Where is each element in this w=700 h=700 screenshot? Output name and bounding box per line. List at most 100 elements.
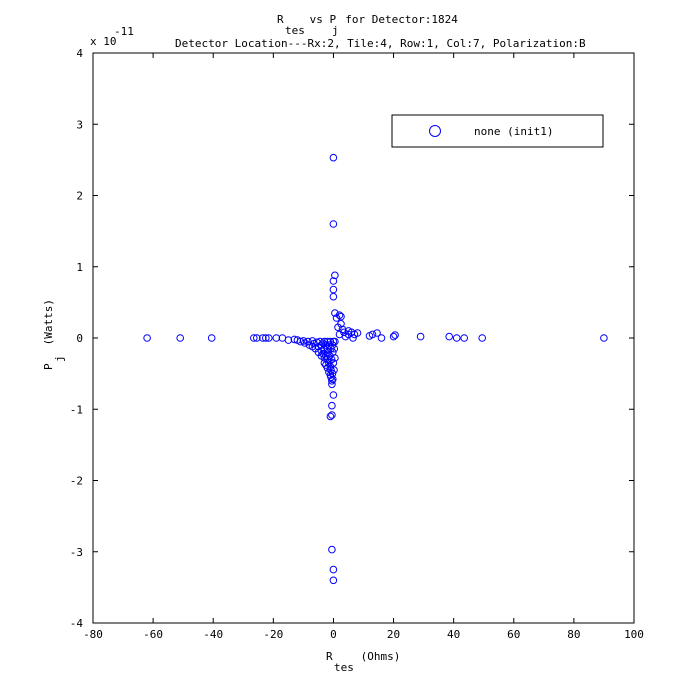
data-point (299, 337, 308, 345)
y-tick-label: 0 (76, 332, 83, 345)
legend-entry-label: none (init1) (474, 125, 553, 138)
data-point (328, 411, 336, 419)
y-label-unit: (Watts) (42, 299, 55, 352)
y-tick-label: 1 (76, 261, 83, 274)
data-point (600, 334, 608, 342)
x-axis-label: R tes (Ohms) (326, 650, 400, 674)
data-point (368, 330, 377, 339)
data-point (331, 309, 339, 317)
legend-box (391, 114, 604, 148)
data-point (349, 334, 357, 342)
y-exponent-power: -11 (114, 25, 134, 38)
data-point (341, 332, 350, 341)
data-point (329, 285, 338, 294)
data-point (373, 329, 381, 337)
x-tick-label: 100 (624, 628, 644, 641)
data-point (331, 354, 339, 362)
data-point (329, 375, 337, 384)
title-r: R (277, 13, 284, 26)
y-axis-label: P j (Watts) (42, 299, 66, 370)
data-point (329, 391, 338, 399)
x-tick-label: 20 (387, 628, 400, 641)
legend-marker-icon (429, 125, 441, 137)
data-point (329, 220, 338, 228)
data-point (340, 328, 348, 337)
x-tick-label: 60 (507, 628, 520, 641)
data-point (445, 332, 454, 341)
data-point (377, 334, 386, 342)
data-point (265, 334, 273, 342)
x-label-r: R (326, 650, 333, 663)
data-point (331, 337, 339, 346)
chart-title: R tes vs P j for Detector:1824 Detector … (175, 13, 586, 50)
axis-ticks: -80 -60 -40 -20 0 20 40 60 80 100 -4 -3 -2 -1 0 1 2 3 4 (70, 47, 644, 641)
data-point (331, 271, 339, 280)
x-label-subscript: tes (334, 661, 354, 674)
data-point (329, 277, 338, 285)
data-point (252, 334, 261, 342)
x-tick-label: 0 (330, 628, 337, 641)
data-point (327, 373, 335, 382)
data-point (328, 401, 336, 410)
y-label-subscript: j (53, 355, 66, 362)
data-point (329, 292, 338, 301)
data-point (329, 153, 338, 162)
data-point (416, 332, 425, 341)
data-point (328, 545, 336, 554)
data-point (328, 377, 336, 385)
x-tick-label: -20 (263, 628, 283, 641)
data-point (330, 344, 339, 353)
y-tick-label: 4 (76, 47, 83, 60)
data-points (143, 153, 608, 585)
data-point (335, 311, 344, 320)
data-point (176, 334, 184, 342)
y-tick-label: -2 (70, 475, 83, 488)
x-tick-label: 40 (447, 628, 460, 641)
y-tick-label: -3 (70, 546, 83, 559)
data-point (391, 331, 399, 339)
x-label-unit: (Ohms) (354, 650, 400, 663)
y-tick-label: -4 (70, 617, 84, 630)
data-point (250, 334, 258, 342)
x-tick-label: 80 (567, 628, 580, 641)
title-detector: for Detector:1824 (332, 13, 458, 26)
x-tick-label: -80 (83, 628, 103, 641)
y-label-p: P (42, 363, 55, 370)
data-point (327, 344, 335, 353)
data-point (478, 334, 487, 342)
data-point (328, 380, 336, 389)
data-point (337, 320, 345, 328)
x-tick-label: -40 (203, 628, 223, 641)
data-point (326, 412, 335, 421)
data-point (296, 337, 305, 346)
data-point (284, 336, 293, 344)
data-point (327, 355, 336, 364)
data-point (452, 334, 461, 342)
data-point (259, 334, 267, 342)
y-exponent: x 10 -11 (90, 25, 134, 48)
data-point (330, 366, 338, 374)
data-point (329, 359, 338, 367)
data-point (329, 576, 338, 585)
y-tick-label: 2 (76, 190, 83, 203)
data-point (207, 334, 216, 342)
data-point (337, 312, 345, 321)
data-point (328, 369, 337, 378)
data-point (329, 565, 338, 574)
title-detector-location: Detector Location---Rx:2, Tile:4, Row:1,… (175, 37, 586, 50)
title-vs-p: vs P (303, 13, 336, 26)
data-point (460, 334, 469, 342)
data-point (272, 334, 281, 342)
y-tick-label: 3 (76, 118, 83, 131)
data-point (262, 334, 270, 342)
data-point (389, 332, 398, 341)
y-tick-label: -1 (70, 403, 83, 416)
data-point (353, 329, 362, 337)
data-point (143, 334, 151, 342)
legend: none (init1) (391, 114, 604, 148)
title-p-subscript: j (332, 24, 339, 37)
title-r-subscript: tes (285, 24, 305, 37)
y-exponent-base: x 10 (90, 35, 117, 48)
x-tick-label: -60 (143, 628, 163, 641)
